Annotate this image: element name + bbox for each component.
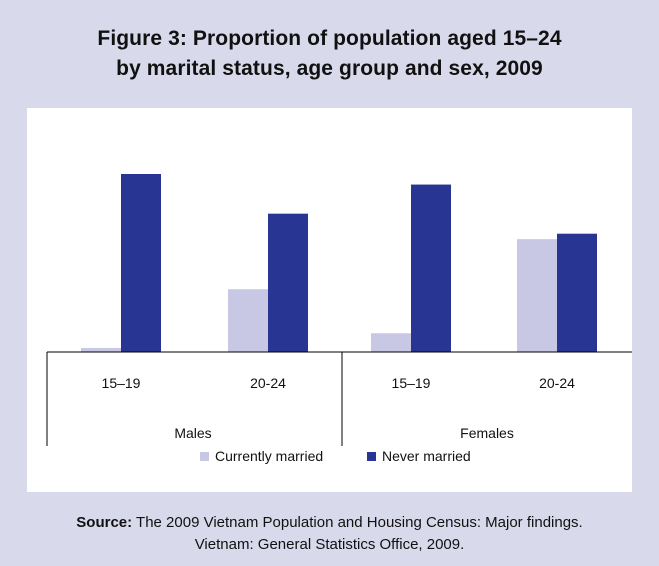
category-label-3: 15–19 bbox=[392, 375, 431, 391]
source-line-2: Vietnam: General Statistics Office, 2009… bbox=[194, 536, 465, 553]
group-label-males: Males bbox=[174, 425, 211, 441]
source-note: Source: The 2009 Vietnam Population and … bbox=[0, 512, 659, 556]
source-line-1: The 2009 Vietnam Population and Housing … bbox=[136, 514, 583, 531]
bar-never-married-3 bbox=[411, 184, 451, 352]
chart-title: Figure 3: Proportion of population aged … bbox=[0, 24, 659, 84]
category-label-4: 20-24 bbox=[539, 375, 575, 391]
legend-swatch-never-married bbox=[367, 452, 376, 461]
bar-chart: 15–19 20-24 15–19 20-24 Males Females Currentl… bbox=[46, 174, 632, 464]
legend-swatch-currently-married bbox=[200, 452, 209, 461]
category-label-1: 15–19 bbox=[102, 375, 141, 391]
bar-currently-married-2 bbox=[228, 289, 268, 352]
chart-title-line-1: Figure 3: Proportion of population aged … bbox=[97, 27, 562, 50]
group-label-females: Females bbox=[460, 425, 514, 441]
source-label: Source: bbox=[76, 514, 133, 531]
chart-title-line-2: by marital status, age group and sex, 20… bbox=[116, 57, 543, 80]
legend-label-currently-married: Currently married bbox=[215, 448, 323, 464]
bar-never-married-1 bbox=[121, 174, 161, 352]
legend-label-never-married: Never married bbox=[382, 448, 471, 464]
category-label-2: 20-24 bbox=[250, 375, 286, 391]
bar-never-married-4 bbox=[557, 233, 597, 352]
bar-never-married-2 bbox=[268, 213, 308, 352]
chart-panel: 15–19 20-24 15–19 20-24 Males Females Currentl… bbox=[27, 108, 632, 492]
bar-currently-married-3 bbox=[371, 333, 411, 352]
bar-currently-married-4 bbox=[517, 239, 557, 352]
bar-currently-married-1 bbox=[81, 347, 121, 352]
